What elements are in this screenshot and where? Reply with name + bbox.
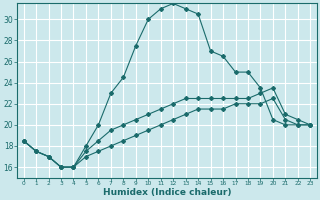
- X-axis label: Humidex (Indice chaleur): Humidex (Indice chaleur): [103, 188, 231, 197]
